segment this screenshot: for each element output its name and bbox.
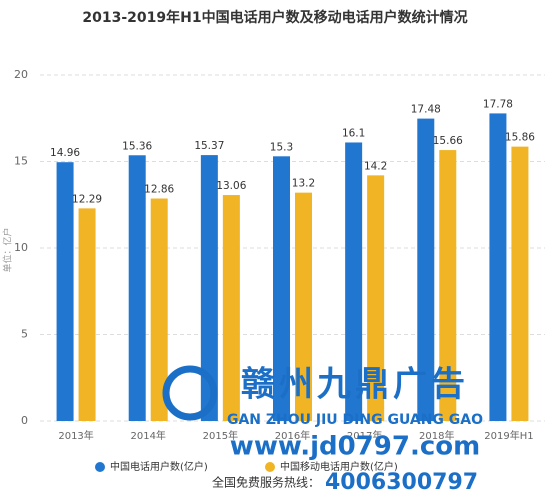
watermark-brand: 赣州九鼎广告 <box>241 365 469 405</box>
x-tick-label: 2016年 <box>275 429 310 442</box>
value-label: 16.1 <box>342 127 365 139</box>
y-tick-label: 0 <box>21 414 28 427</box>
bar <box>78 208 96 421</box>
value-label: 15.37 <box>194 140 224 152</box>
bar <box>439 150 457 421</box>
y-tick-label: 5 <box>21 328 28 341</box>
watermark-hotline-label: 全国免费服务热线： <box>212 475 320 490</box>
value-label: 14.2 <box>364 160 387 172</box>
y-axis-label: 单位：亿户 <box>2 227 14 272</box>
x-tick-label: 2017年 <box>347 429 382 442</box>
watermark-logo <box>162 365 218 421</box>
value-label: 14.96 <box>50 147 80 159</box>
value-label: 15.36 <box>122 140 152 152</box>
value-label: 17.48 <box>411 104 441 116</box>
bar <box>200 155 218 421</box>
value-label: 17.78 <box>483 98 513 110</box>
value-label: 13.2 <box>292 178 315 190</box>
bar <box>128 155 146 421</box>
value-label: 15.66 <box>433 135 463 147</box>
legend-label: 中国电话用户数(亿户) <box>110 460 208 473</box>
x-tick-label: 2018年 <box>419 429 454 442</box>
value-label: 13.06 <box>216 180 246 192</box>
value-label: 12.29 <box>72 193 102 205</box>
value-label: 15.3 <box>270 141 293 153</box>
bar <box>56 162 74 421</box>
bar <box>222 195 240 421</box>
bar <box>417 118 435 421</box>
value-label: 12.86 <box>144 184 174 196</box>
bar <box>273 156 290 421</box>
bar <box>150 198 168 421</box>
legend-swatch <box>95 462 105 472</box>
y-tick-label: 15 <box>14 155 28 168</box>
watermark-pinyin: GAN ZHOU JIU DING GUANG GAO <box>227 412 483 428</box>
x-tick-label: 2013年 <box>58 429 93 442</box>
value-label: 15.86 <box>505 132 535 144</box>
x-tick-label: 2015年 <box>203 429 238 442</box>
watermark-hotline: 4006300797 <box>325 470 478 495</box>
bar <box>489 113 507 421</box>
bar <box>295 192 312 421</box>
bar <box>345 142 363 421</box>
bar <box>511 146 529 421</box>
x-tick-label: 2014年 <box>130 429 165 442</box>
legend-label: 中国移动电话用户数(亿户) <box>280 460 398 473</box>
legend-swatch <box>265 462 275 472</box>
bar <box>367 175 385 421</box>
y-tick-label: 20 <box>14 68 28 81</box>
x-tick-label: 2019年H1 <box>484 429 533 442</box>
chart-title: 2013-2019年H1中国电话用户数及移动电话用户数统计情况 <box>82 9 467 26</box>
y-tick-label: 10 <box>14 241 28 254</box>
watermark-url: www.jd0797.com <box>230 432 480 462</box>
